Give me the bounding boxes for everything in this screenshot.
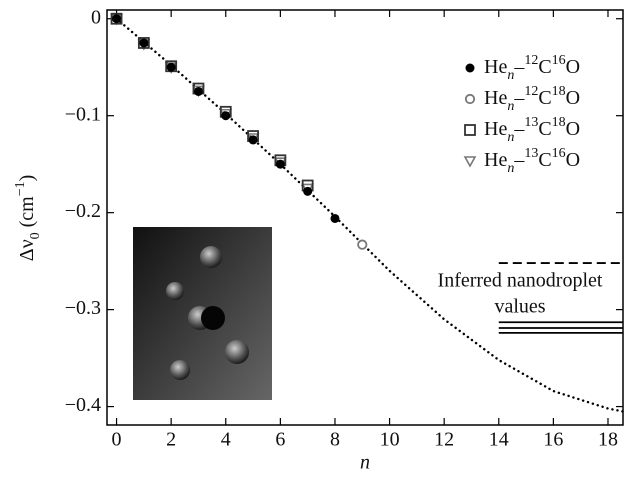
point: [330, 213, 340, 223]
point: [166, 62, 176, 72]
legend-label: Hen–13C16O: [484, 146, 580, 176]
point: [193, 86, 203, 96]
point: [137, 37, 150, 49]
point: [221, 111, 231, 121]
legend-label: Hen–13C18O: [484, 115, 580, 145]
x-tick-label: 18: [598, 429, 618, 451]
point: [463, 156, 477, 168]
point: [110, 12, 123, 25]
x-tick-label: 6: [275, 429, 285, 451]
y-axis-label: Δν0 (cm−1): [13, 175, 43, 262]
x-tick-label: 12: [434, 429, 454, 451]
y-tick-label: −0.3: [65, 297, 101, 319]
inset-image: [133, 227, 272, 400]
point: [464, 124, 476, 136]
x-tick-label: 0: [112, 429, 122, 451]
x-tick-label: 2: [166, 429, 176, 451]
point: [303, 186, 313, 196]
annotation: values: [494, 296, 545, 318]
x-tick-label: 16: [543, 429, 563, 451]
point: [112, 14, 122, 24]
y-tick-label: −0.1: [65, 103, 101, 125]
fit-curve: [115, 17, 624, 413]
annotation: Inferred nanodroplet: [438, 270, 603, 292]
legend-label: Hen–12C18O: [484, 84, 580, 114]
plot-frame: [106, 9, 624, 426]
point: [275, 159, 285, 169]
y-tick-label: −0.2: [65, 200, 101, 222]
point: [139, 38, 149, 48]
x-tick-label: 8: [330, 429, 340, 451]
point: [464, 93, 476, 105]
x-tick-label: 4: [221, 429, 231, 451]
y-tick-label: −0.4: [65, 394, 101, 416]
legend-label: Hen–12C16O: [484, 53, 580, 83]
point: [248, 135, 258, 145]
y-tick-label: 0: [91, 6, 101, 28]
x-tick-label: 10: [380, 429, 400, 451]
point: [357, 239, 368, 250]
point: [465, 63, 475, 73]
x-axis-label: n: [360, 452, 370, 474]
x-tick-label: 14: [489, 429, 509, 451]
